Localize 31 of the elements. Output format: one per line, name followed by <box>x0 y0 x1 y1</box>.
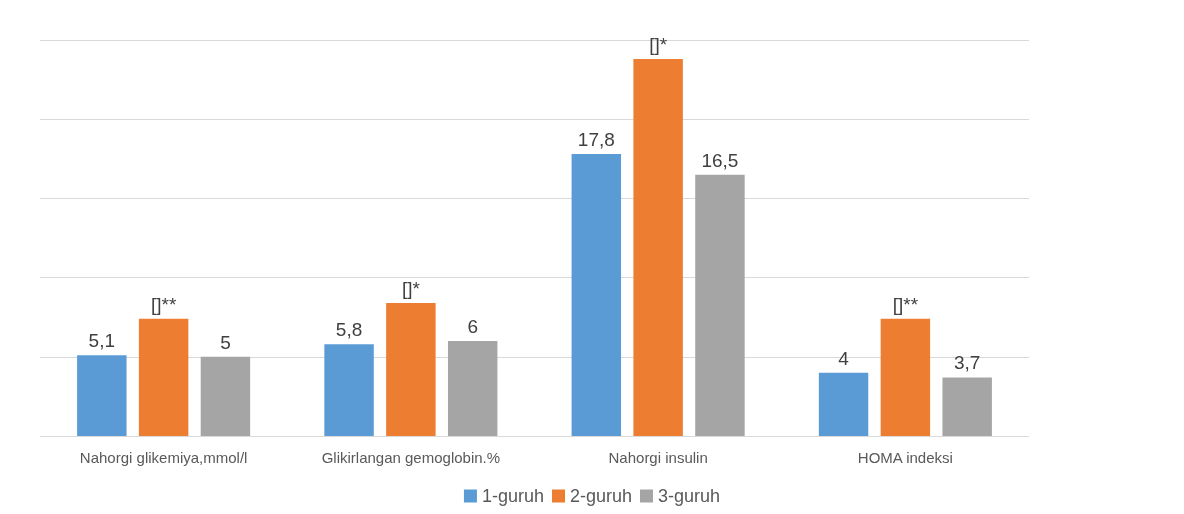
bar <box>324 344 374 436</box>
bar <box>818 372 869 436</box>
bar <box>447 340 498 436</box>
bar <box>386 302 436 436</box>
data-label: 17,8 <box>577 129 615 151</box>
legend-label: 1-guruh <box>481 486 544 506</box>
bar <box>77 355 127 436</box>
data-label: 5,8 <box>335 319 363 341</box>
data-label: 3,7 <box>953 352 981 374</box>
data-label: 16,5 <box>701 149 739 171</box>
x-tick-label: Glikirlangan gemoglobin.% <box>321 449 501 466</box>
bar <box>200 356 251 436</box>
data-label: []* <box>401 277 421 299</box>
x-tick-label: Nahorgi insulin <box>608 449 708 466</box>
legend-label: 3-guruh <box>658 486 721 506</box>
data-label: []* <box>649 34 668 56</box>
bar <box>880 318 931 436</box>
bar <box>695 174 745 436</box>
data-label: []** <box>892 293 919 315</box>
bar <box>138 318 189 436</box>
data-label: 5,1 <box>88 330 116 352</box>
data-label: []** <box>150 293 177 315</box>
data-label: 6 <box>467 315 478 337</box>
data-label: 5 <box>220 331 231 353</box>
bar <box>633 59 683 436</box>
x-tick-label: HOMA indeksi <box>857 449 953 466</box>
bar <box>571 154 622 436</box>
x-tick-label: Nahorgi glikemiya,mmol/l <box>79 449 248 466</box>
legend-label: 2-guruh <box>569 486 633 506</box>
data-label: 4 <box>838 347 850 369</box>
bar <box>942 377 992 436</box>
